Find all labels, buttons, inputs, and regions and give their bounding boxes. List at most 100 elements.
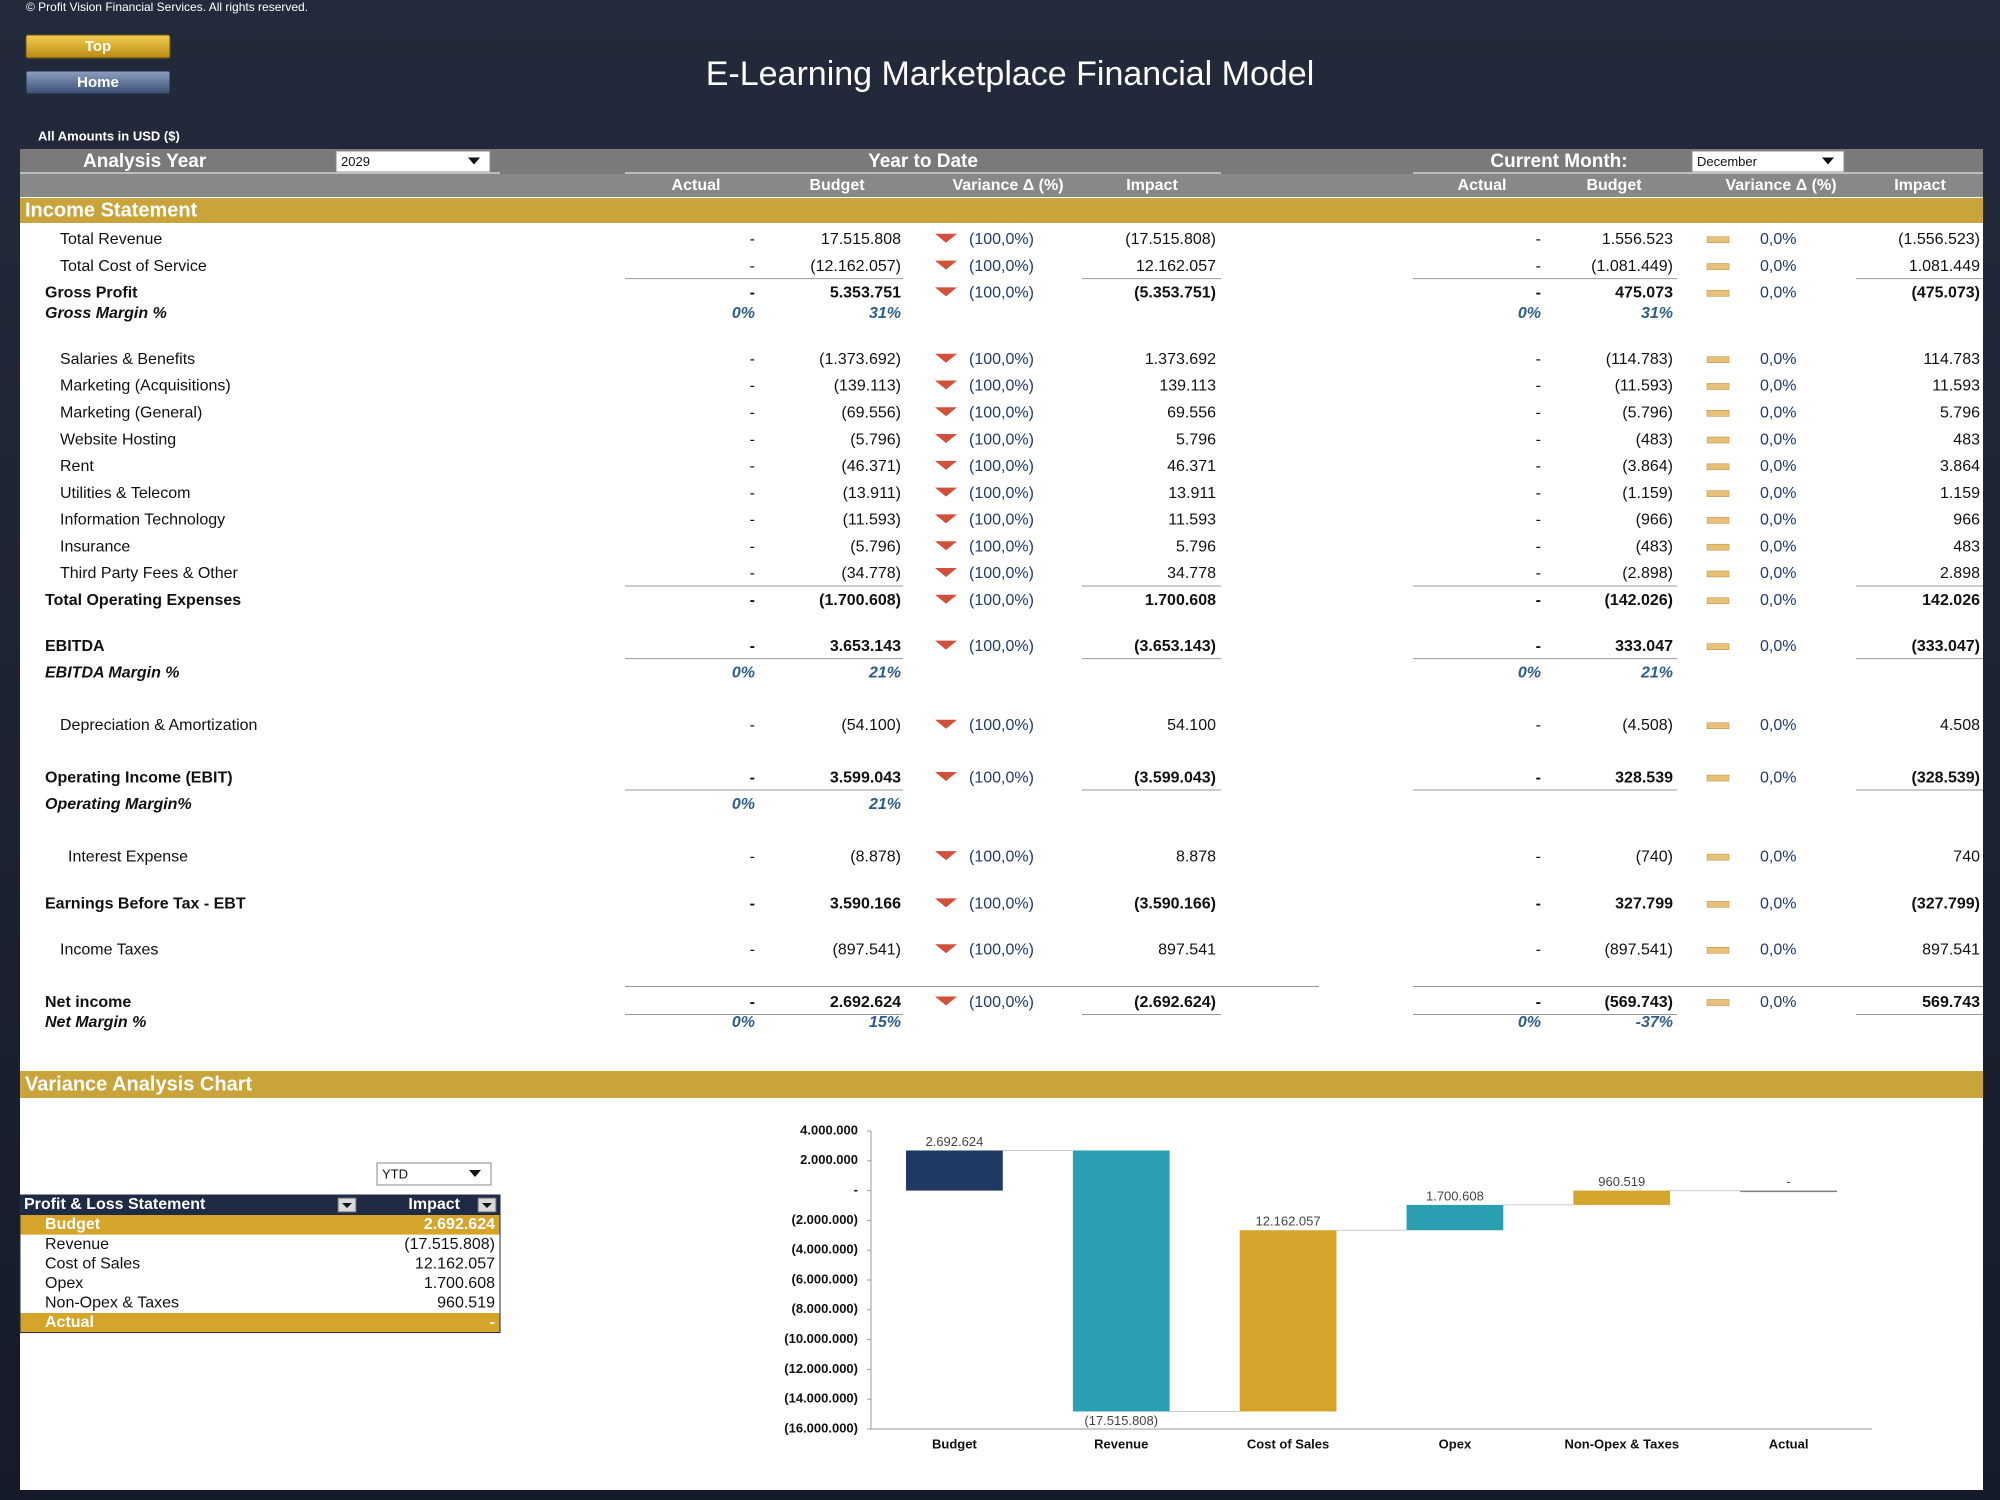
variance-icon bbox=[935, 541, 957, 551]
column-header: Budget bbox=[1586, 177, 1642, 194]
row-label: Net income bbox=[45, 994, 131, 1011]
variance-value: (100,0%) bbox=[969, 485, 1034, 502]
cell-value: 12.162.057 bbox=[1136, 258, 1216, 275]
variance-value: (100,0%) bbox=[969, 231, 1034, 248]
cell-value: 328.539 bbox=[1615, 769, 1673, 786]
margin-value: -37% bbox=[1636, 1014, 1673, 1031]
x-tick-label: Revenue bbox=[1094, 1436, 1148, 1451]
cell-value: - bbox=[1536, 592, 1541, 609]
variance-icon bbox=[1706, 999, 1730, 1006]
cell-value: (1.081.449) bbox=[1591, 258, 1673, 275]
table-label: Opex bbox=[45, 1275, 83, 1292]
column-header: Variance Δ (%) bbox=[952, 177, 1063, 194]
variance-value: (100,0%) bbox=[969, 565, 1034, 582]
cell-value: (13.911) bbox=[843, 485, 901, 502]
variance-icon bbox=[935, 898, 957, 908]
cell-value: (327.799) bbox=[1912, 896, 1981, 913]
cell-value: 3.599.043 bbox=[830, 769, 901, 786]
table-label: Revenue bbox=[45, 1236, 109, 1253]
header-band bbox=[20, 149, 1983, 174]
variance-icon bbox=[935, 851, 957, 861]
data-label: 12.162.057 bbox=[1256, 1214, 1321, 1229]
cell-value: - bbox=[750, 538, 755, 555]
variance-value: 0,0% bbox=[1760, 538, 1796, 555]
variance-icon bbox=[1706, 543, 1730, 551]
y-tick-label: (4.000.000) bbox=[792, 1242, 859, 1257]
y-tick-label: (12.000.000) bbox=[784, 1361, 858, 1376]
margin-value: 21% bbox=[868, 796, 901, 813]
analysis-year-label: Analysis Year bbox=[83, 151, 207, 172]
y-tick-label: 2.000.000 bbox=[800, 1152, 858, 1167]
cell-value: 483 bbox=[1953, 431, 1980, 448]
cell-value: - bbox=[1536, 565, 1541, 582]
home-button[interactable] bbox=[25, 70, 171, 95]
table-header-label: Impact bbox=[408, 1196, 460, 1213]
row-label: Salaries & Benefits bbox=[60, 351, 195, 368]
margin-value: 21% bbox=[1640, 665, 1673, 682]
variance-icon bbox=[1706, 774, 1730, 782]
margin-value: 0% bbox=[732, 305, 755, 322]
variance-icon bbox=[1706, 722, 1730, 730]
row-label: Marketing (General) bbox=[60, 404, 202, 421]
cell-value: (1.159) bbox=[1622, 485, 1673, 502]
cell-value: 1.081.449 bbox=[1909, 258, 1980, 275]
cell-value: - bbox=[1536, 769, 1541, 786]
month-dropdown-value[interactable]: December bbox=[1697, 154, 1758, 169]
variance-icon bbox=[935, 944, 957, 954]
year-dropdown[interactable] bbox=[335, 150, 491, 173]
bar bbox=[1239, 1230, 1337, 1412]
cell-value: - bbox=[750, 431, 755, 448]
cell-value: 11.593 bbox=[1168, 512, 1216, 529]
cell-value: - bbox=[1536, 431, 1541, 448]
variance-icon bbox=[1706, 490, 1730, 497]
margin-value: 15% bbox=[869, 1014, 901, 1031]
variance-icon bbox=[935, 380, 957, 390]
title: E-Learning Marketplace Financial Model bbox=[706, 55, 1315, 93]
cell-value: (2.898) bbox=[1622, 565, 1673, 582]
variance-value: 0,0% bbox=[1760, 404, 1796, 421]
ytd-label: Year to Date bbox=[868, 151, 978, 172]
year-dropdown-value[interactable]: 2029 bbox=[341, 154, 370, 169]
x-tick-label: Non-Opex & Taxes bbox=[1564, 1436, 1679, 1451]
cell-value: 1.159 bbox=[1940, 485, 1980, 502]
top-button-label[interactable]: Top bbox=[85, 38, 111, 55]
cell-value: 475.073 bbox=[1615, 285, 1673, 302]
section-band bbox=[20, 198, 1983, 223]
cell-value: - bbox=[750, 485, 755, 502]
variance-value: 0,0% bbox=[1760, 592, 1796, 609]
margin-value: 0% bbox=[1518, 1014, 1541, 1031]
variance-icon bbox=[935, 640, 957, 650]
variance-icon bbox=[1706, 436, 1730, 444]
section-title: Variance Analysis Chart bbox=[25, 1073, 252, 1095]
table-value: (17.515.808) bbox=[404, 1236, 495, 1253]
row-label: Total Cost of Service bbox=[60, 258, 207, 275]
variance-icon bbox=[1706, 463, 1730, 471]
cell-value: (54.100) bbox=[841, 717, 901, 734]
variance-value: (100,0%) bbox=[969, 285, 1034, 302]
period-dropdown-value[interactable]: YTD bbox=[382, 1166, 408, 1181]
x-tick-label: Opex bbox=[1439, 1436, 1472, 1451]
variance-value: (100,0%) bbox=[969, 431, 1034, 448]
variance-icon bbox=[1706, 263, 1730, 270]
variance-value: 0,0% bbox=[1760, 848, 1796, 865]
cell-value: - bbox=[1536, 378, 1541, 395]
bar bbox=[1072, 1150, 1170, 1412]
variance-value: (100,0%) bbox=[969, 458, 1034, 475]
variance-icon bbox=[935, 287, 957, 297]
cell-value: - bbox=[750, 896, 755, 913]
cell-value: 966 bbox=[1953, 512, 1980, 529]
home-button-label[interactable]: Home bbox=[77, 74, 119, 91]
variance-value: (100,0%) bbox=[969, 848, 1034, 865]
cell-value: 69.556 bbox=[1167, 404, 1216, 421]
top-button[interactable] bbox=[25, 34, 171, 59]
cell-value: 1.373.692 bbox=[1145, 351, 1216, 368]
table-highlight bbox=[20, 1313, 500, 1333]
cell-value: 483 bbox=[1953, 538, 1980, 555]
row-label: Gross Profit bbox=[45, 285, 138, 302]
variance-value: (100,0%) bbox=[969, 378, 1034, 395]
section-band bbox=[20, 1071, 1983, 1098]
variance-icon bbox=[1706, 853, 1730, 861]
month-dropdown[interactable] bbox=[1691, 150, 1845, 173]
period-dropdown[interactable] bbox=[376, 1162, 492, 1186]
variance-value: 0,0% bbox=[1760, 769, 1796, 786]
